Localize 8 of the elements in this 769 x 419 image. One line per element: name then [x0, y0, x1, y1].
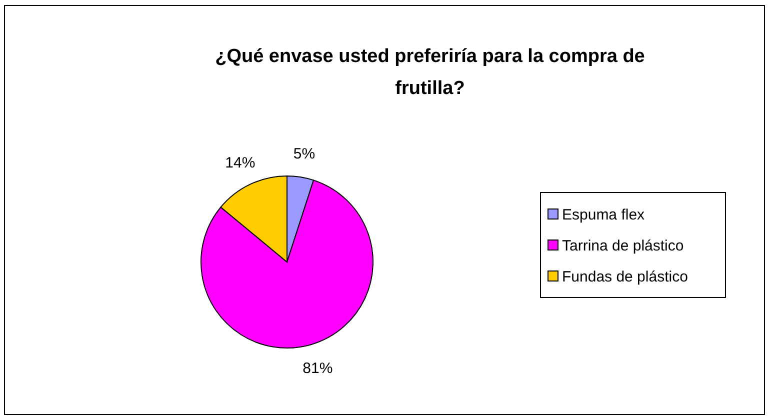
chart-title: ¿Qué envase usted preferiría para la compra de frutilla?: [215, 46, 645, 99]
legend-label: Tarrina de plástico: [562, 237, 684, 254]
data-label: 14%: [225, 154, 256, 172]
pie-slice: [200, 180, 374, 348]
data-label: 81%: [302, 360, 333, 377]
legend-label: Espuma flex: [562, 206, 646, 224]
data-label: 5%: [293, 146, 316, 163]
legend-label: Fundas de plástico: [562, 268, 688, 286]
